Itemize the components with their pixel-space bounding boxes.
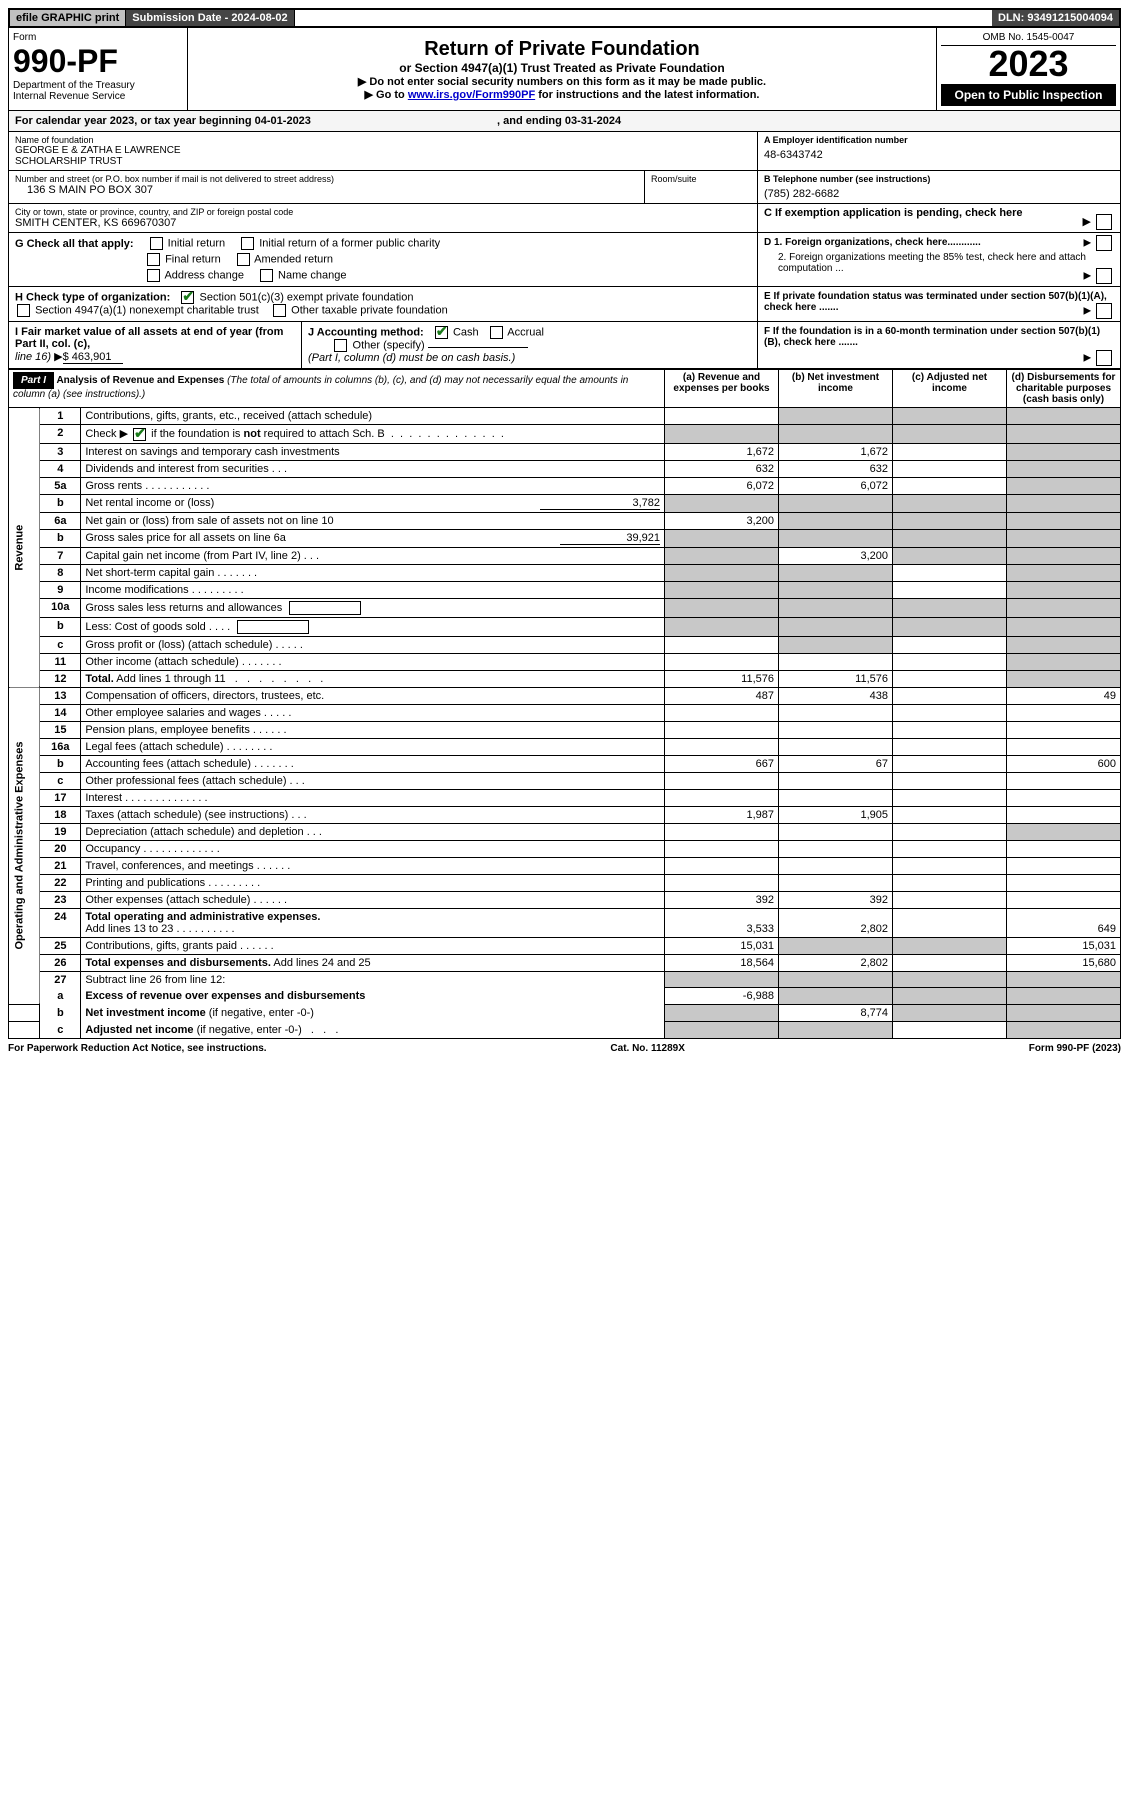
department: Department of the TreasuryInternal Reven… bbox=[13, 80, 183, 102]
part1-title: Analysis of Revenue and Expenses bbox=[56, 375, 224, 386]
instructions-link[interactable]: www.irs.gov/Form990PF bbox=[408, 89, 535, 101]
schb-checkbox[interactable] bbox=[133, 428, 146, 441]
d1-checkbox[interactable] bbox=[1096, 235, 1112, 251]
open-to-public: Open to Public Inspection bbox=[941, 84, 1116, 106]
phone-value: (785) 282-6682 bbox=[764, 184, 1114, 200]
e-checkbox[interactable] bbox=[1096, 303, 1112, 319]
j-other[interactable] bbox=[334, 339, 347, 352]
f-label: F If the foundation is in a 60-month ter… bbox=[764, 326, 1100, 348]
h-other-taxable[interactable] bbox=[273, 304, 286, 317]
address-phone-row: Number and street (or P.O. box number if… bbox=[8, 171, 1121, 204]
i-label: I Fair market value of all assets at end… bbox=[15, 326, 283, 350]
d2-checkbox[interactable] bbox=[1096, 268, 1112, 284]
cat-no: Cat. No. 11289X bbox=[610, 1043, 684, 1054]
col-a-header: (a) Revenue and expenses per books bbox=[665, 370, 779, 408]
c-label: C If exemption application is pending, c… bbox=[764, 207, 1023, 219]
revenue-sidelabel: Revenue bbox=[9, 408, 40, 688]
footer: For Paperwork Reduction Act Notice, see … bbox=[8, 1039, 1121, 1054]
g-label: G Check all that apply: bbox=[15, 238, 134, 250]
submission-date: Submission Date - 2024-08-02 bbox=[126, 10, 294, 26]
city-value: SMITH CENTER, KS 669670307 bbox=[15, 217, 751, 229]
j-label: J Accounting method: bbox=[308, 326, 424, 338]
form-label: Form bbox=[13, 32, 183, 43]
form-ref: Form 990-PF (2023) bbox=[1029, 1043, 1121, 1054]
dln: DLN: 93491215004094 bbox=[992, 10, 1119, 26]
h-501c3[interactable] bbox=[181, 291, 194, 304]
efile-print-button[interactable]: efile GRAPHIC print bbox=[10, 10, 126, 26]
c-checkbox[interactable] bbox=[1096, 214, 1112, 230]
phone-label: B Telephone number (see instructions) bbox=[764, 174, 1114, 184]
part1-label: Part I bbox=[13, 372, 54, 389]
tax-year: 2023 bbox=[941, 46, 1116, 82]
form-title: Return of Private Foundation bbox=[192, 38, 932, 61]
name-label: Name of foundation bbox=[15, 135, 751, 145]
goto-link-row: ▶ Go to www.irs.gov/Form990PF for instru… bbox=[192, 88, 932, 101]
g-final-return[interactable] bbox=[147, 253, 160, 266]
address-value: 136 S MAIN PO BOX 307 bbox=[15, 184, 638, 196]
form-subtitle: or Section 4947(a)(1) Trust Treated as P… bbox=[192, 61, 932, 75]
j-note: (Part I, column (d) must be on cash basi… bbox=[308, 352, 515, 364]
topbar: efile GRAPHIC print Submission Date - 20… bbox=[8, 8, 1121, 28]
d1-label: D 1. Foreign organizations, check here..… bbox=[764, 237, 981, 248]
h-label: H Check type of organization: bbox=[15, 291, 170, 303]
d2-label: 2. Foreign organizations meeting the 85%… bbox=[778, 252, 1086, 274]
city-label: City or town, state or province, country… bbox=[15, 207, 751, 217]
col-d-header: (d) Disbursements for charitable purpose… bbox=[1007, 370, 1121, 408]
form-header: Form 990-PF Department of the TreasuryIn… bbox=[8, 28, 1121, 111]
g-address-change[interactable] bbox=[147, 269, 160, 282]
room-label: Room/suite bbox=[651, 174, 751, 184]
form-number: 990-PF bbox=[13, 43, 183, 80]
g-name-change[interactable] bbox=[260, 269, 273, 282]
i-value: $ 463,901 bbox=[63, 351, 123, 364]
g-initial-return[interactable] bbox=[150, 237, 163, 250]
h-4947[interactable] bbox=[17, 304, 30, 317]
j-cash[interactable] bbox=[435, 326, 448, 339]
j-accrual[interactable] bbox=[490, 326, 503, 339]
foundation-name: GEORGE E & ZATHA E LAWRENCESCHOLARSHIP T… bbox=[15, 145, 751, 167]
city-c-row: City or town, state or province, country… bbox=[8, 204, 1121, 233]
analysis-table: Part I Analysis of Revenue and Expenses … bbox=[8, 369, 1121, 1039]
g-amended-return[interactable] bbox=[237, 253, 250, 266]
ein-value: 48-6343742 bbox=[764, 145, 1114, 161]
ssn-note: ▶ Do not enter social security numbers o… bbox=[192, 75, 932, 88]
e-label: E If private foundation status was termi… bbox=[764, 291, 1107, 313]
ein-label: A Employer identification number bbox=[764, 135, 1114, 145]
name-ein-row: Name of foundation GEORGE E & ZATHA E LA… bbox=[8, 132, 1121, 171]
g-initial-former[interactable] bbox=[241, 237, 254, 250]
f-checkbox[interactable] bbox=[1096, 350, 1112, 366]
expenses-sidelabel: Operating and Administrative Expenses bbox=[9, 687, 40, 1005]
paperwork-notice: For Paperwork Reduction Act Notice, see … bbox=[8, 1043, 267, 1054]
calendar-year-row: For calendar year 2023, or tax year begi… bbox=[8, 111, 1121, 132]
col-b-header: (b) Net investment income bbox=[779, 370, 893, 408]
g-d-block: G Check all that apply: Initial return I… bbox=[8, 233, 1121, 369]
col-c-header: (c) Adjusted net income bbox=[893, 370, 1007, 408]
address-label: Number and street (or P.O. box number if… bbox=[15, 174, 638, 184]
